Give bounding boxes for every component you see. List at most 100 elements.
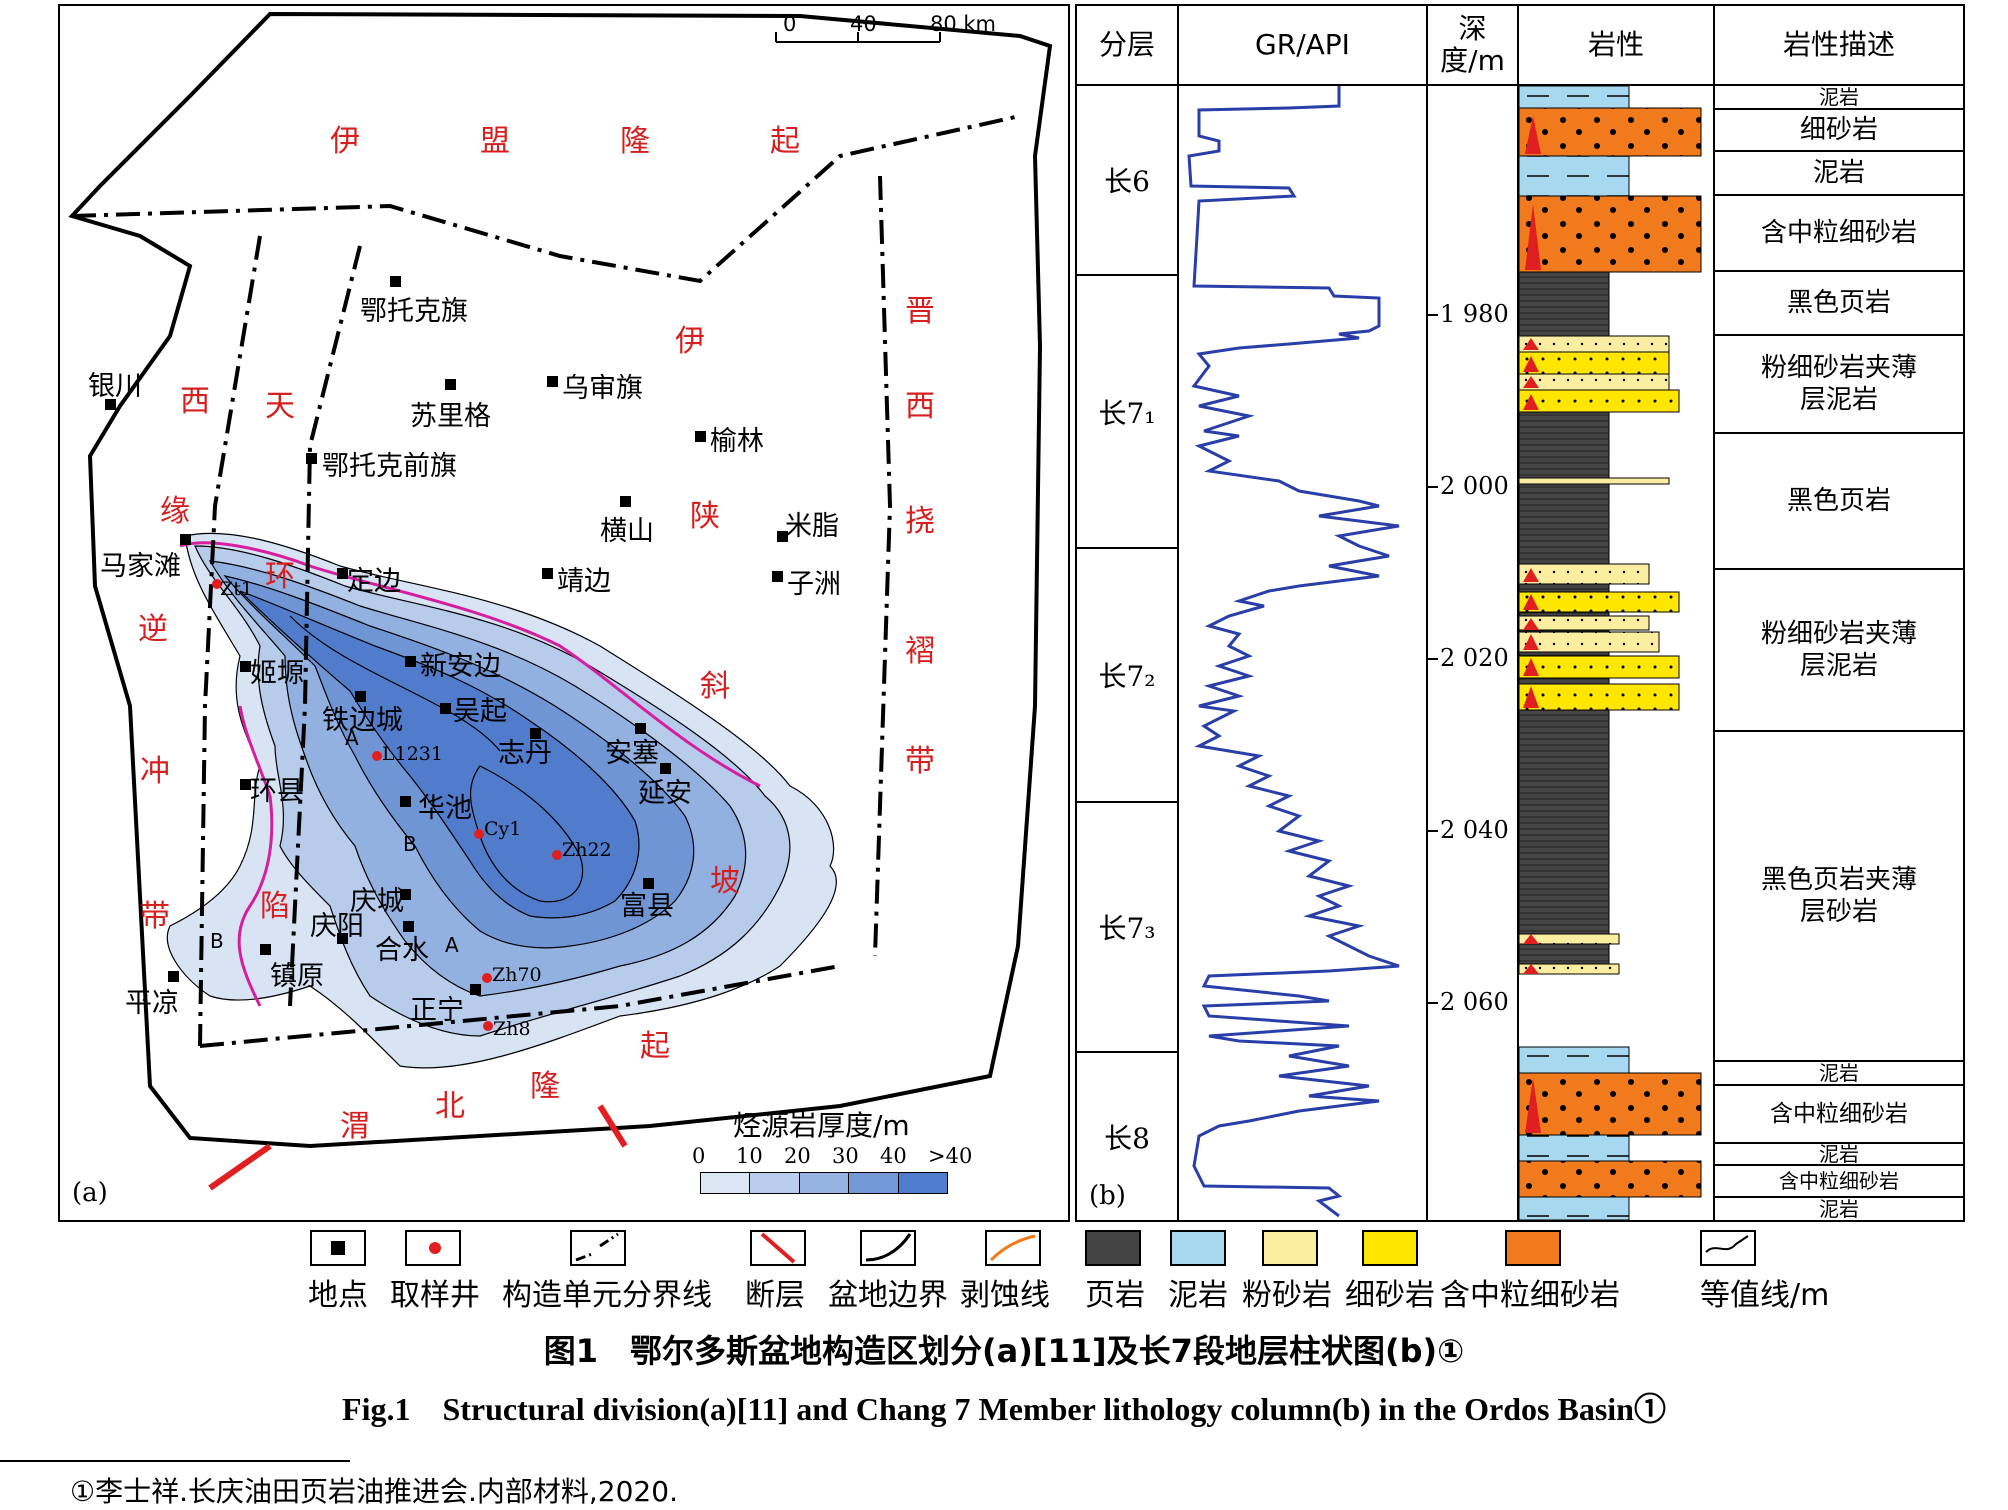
fine-sandstone-legend-swatch <box>1362 1230 1418 1266</box>
panel-label: (b) <box>1089 1181 1126 1211</box>
depth-axis: 1 980 2 000 2 020 2 040 2 060 <box>1428 86 1517 1220</box>
section-marker: B <box>210 929 224 953</box>
place-name: 鄂托克前旗 <box>322 451 457 482</box>
region-label: 冲 <box>140 754 170 789</box>
boundary-legend-swatch <box>570 1230 626 1266</box>
description-row: 泥岩 <box>1715 1061 1963 1086</box>
well-name: L1231 <box>382 743 443 765</box>
lithology-column <box>1519 86 1702 1220</box>
header-depth: 深度/m <box>1440 12 1505 77</box>
layer-chang71: 长7₁ <box>1077 276 1177 549</box>
region-label: 陕 <box>690 499 720 534</box>
region-label: 起 <box>640 1029 670 1064</box>
region-label: 西 <box>905 389 935 424</box>
place-marker <box>635 723 646 734</box>
place-name: 横山 <box>600 516 654 547</box>
region-label: 起 <box>770 124 800 159</box>
caption-english: Fig.1 Structural division(a)[11] and Cha… <box>342 1391 1666 1427</box>
place-marker <box>772 571 783 582</box>
region-label: 盟 <box>480 124 510 159</box>
layer-chang73: 长7₃ <box>1077 803 1177 1053</box>
legend: 地点 取样井 构造单元分界线 断层 盆地边界 剥蚀线 页岩 泥岩 粉砂岩 细砂岩… <box>0 1230 2008 1313</box>
place-marker <box>105 399 116 410</box>
region-label: 晋 <box>905 294 935 329</box>
description-row: 黑色页岩 <box>1715 434 1963 570</box>
region-label: 隆 <box>530 1069 560 1104</box>
place-marker <box>542 568 553 579</box>
place-name: 华池 <box>418 793 472 824</box>
place-name: 铁边城 <box>322 705 403 736</box>
legend-label: 断层 <box>745 1278 805 1313</box>
thickness-legend-ticks: 0 10 20 30 40 >40 <box>692 1144 973 1168</box>
place-name: 延安 <box>638 778 692 809</box>
well-name: Zh70 <box>492 964 542 986</box>
place-marker <box>400 889 411 900</box>
description-row: 泥岩 <box>1715 85 1963 110</box>
layer-chang72: 长7₂ <box>1077 549 1177 803</box>
section-marker: A <box>445 933 459 957</box>
color-swatch <box>701 1173 751 1193</box>
section-marker: A <box>345 726 359 750</box>
fault-legend-swatch <box>750 1230 806 1266</box>
caption-chinese: 图1 鄂尔多斯盆地构造区划分(a)[11]及长7段地层柱状图(b)① <box>543 1332 1465 1370</box>
description-row: 泥岩 <box>1819 1197 1859 1221</box>
place-name: 庆阳 <box>310 911 364 942</box>
place-marker <box>355 691 366 702</box>
description-row: 黑色页岩 <box>1715 272 1963 336</box>
place-marker <box>547 376 558 387</box>
sample-well <box>372 751 382 761</box>
sample-well <box>483 1021 493 1031</box>
footnote: ①李士祥.长庆油田页岩油推进会.内部材料,2020. <box>70 1475 678 1508</box>
well-name: Zt1 <box>220 578 253 600</box>
sample-well <box>552 850 562 860</box>
place-name: 马家滩 <box>100 551 181 582</box>
scale-tick: 80 km <box>930 12 997 36</box>
region-label: 北 <box>435 1089 465 1124</box>
legend-label: 泥岩 <box>1168 1278 1228 1313</box>
place-marker <box>180 534 191 545</box>
region-label: 渭 <box>340 1109 370 1144</box>
description-row: 泥岩 <box>1715 152 1963 196</box>
scale-tick: 0 <box>783 12 797 36</box>
place-marker <box>260 944 271 955</box>
depth-tick: 2 040 <box>1440 816 1509 844</box>
region-label: 带 <box>905 744 935 779</box>
legend-label: 盆地边界 <box>828 1278 948 1313</box>
depth-tick: 1 980 <box>1440 300 1509 328</box>
legend-label: 含中粒细砂岩 <box>1440 1278 1620 1313</box>
legend-label: 粉砂岩 <box>1242 1278 1332 1313</box>
place-marker <box>470 984 481 995</box>
column-panel: 分层 GR/API 深度/m 岩性 岩性描述 长6 长7₁ 长7₂ 长7₃ 长8… <box>1075 4 1965 1222</box>
layer-chang6: 长6 <box>1077 86 1177 276</box>
place-name: 米脂 <box>785 511 839 542</box>
place-name: 新安边 <box>420 651 501 682</box>
region-label: 斜 <box>700 669 730 704</box>
erosion-legend-swatch <box>985 1230 1041 1266</box>
place-name: 庆城 <box>350 886 404 917</box>
basin-boundary-legend-swatch <box>860 1230 916 1266</box>
footnote-rule <box>0 1460 350 1462</box>
region-label: 带 <box>140 899 170 934</box>
color-swatch <box>799 1173 850 1193</box>
place-name: 子洲 <box>787 569 841 600</box>
header-lithology: 岩性 <box>1587 28 1644 61</box>
sample-well <box>474 829 484 839</box>
depth-tick: 2 060 <box>1440 988 1509 1016</box>
legend-label: 等值线/m <box>1700 1278 1830 1313</box>
legend-label: 地点 <box>308 1278 368 1313</box>
description-row: 细砂岩 <box>1715 110 1963 152</box>
place-marker <box>240 779 251 790</box>
legend-label: 剥蚀线 <box>960 1278 1050 1313</box>
place-name: 鄂托克旗 <box>360 296 468 327</box>
well-name: Cy1 <box>484 818 522 840</box>
depth-tick: 2 000 <box>1440 472 1509 500</box>
place-name: 吴起 <box>453 696 507 727</box>
place-name: 平凉 <box>125 988 179 1019</box>
map-panel: 0 40 80 km 伊 盟 隆 起 晋 西 挠 褶 带 伊 陕 斜 坡 西 缘… <box>58 4 1070 1222</box>
well-legend-swatch <box>405 1230 461 1266</box>
place-marker <box>620 496 631 507</box>
header-description: 岩性描述 <box>1782 28 1895 61</box>
depth-tick: 2 020 <box>1440 644 1509 672</box>
description-row: 黑色页岩夹薄层砂岩 <box>1715 732 1963 1062</box>
place-marker <box>440 703 451 714</box>
